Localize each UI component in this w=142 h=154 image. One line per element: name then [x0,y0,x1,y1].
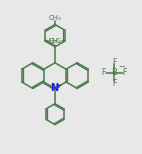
Text: F: F [101,68,106,77]
Text: N: N [50,83,58,93]
Text: B: B [111,68,117,77]
Text: +: + [55,83,61,89]
Text: F: F [123,68,127,77]
Text: F: F [112,58,116,67]
Text: CH₃: CH₃ [49,15,61,21]
Text: F: F [112,79,116,88]
Text: −: − [118,62,125,71]
Text: H₃C: H₃C [48,38,61,44]
Text: CH₃: CH₃ [49,38,62,44]
